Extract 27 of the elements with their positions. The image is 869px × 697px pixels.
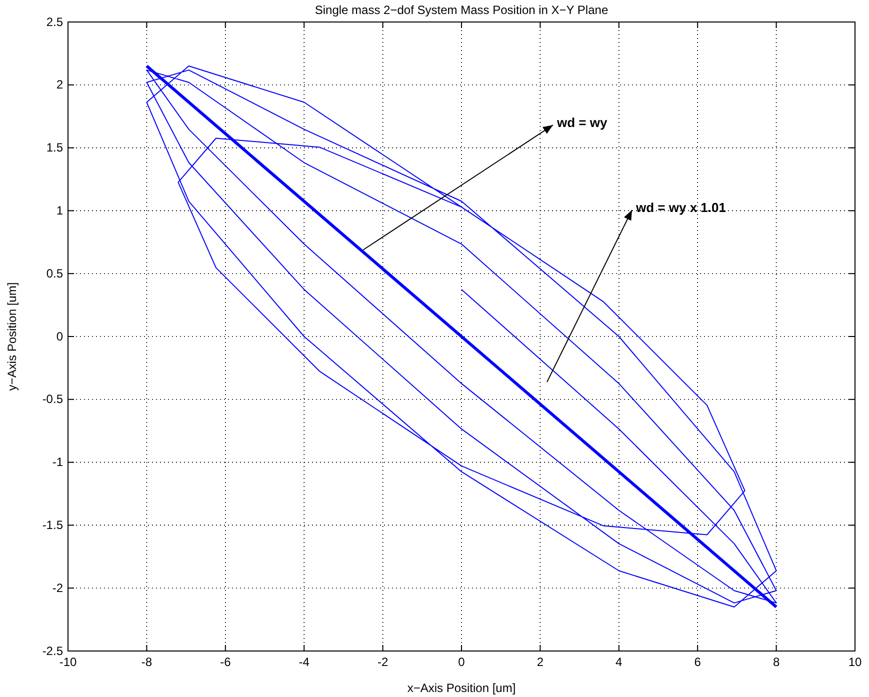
y-tick-label: -0.5: [42, 392, 64, 406]
x-tick-label: 6: [694, 655, 702, 669]
x-tick-label: 10: [848, 655, 862, 669]
y-tick-label: 1: [56, 204, 64, 218]
chart-title: Single mass 2−dof System Mass Position in X−Y Plane: [314, 3, 608, 17]
annotation: wd = wy: [556, 115, 608, 130]
y-tick-label: -1: [52, 455, 64, 470]
y-tick-label: 2: [56, 78, 64, 92]
x-tick-label: -6: [220, 655, 232, 669]
x-tick-label: 4: [616, 655, 623, 669]
x-tick-label: -10: [59, 655, 77, 669]
y-tick-label: 0.5: [46, 266, 64, 280]
y-tick-label: 1.5: [46, 140, 64, 155]
x-tick-label: -8: [141, 655, 152, 669]
x-tick-label: 8: [772, 655, 780, 669]
x-tick-label: 0: [458, 655, 466, 669]
y-tick-label: -1.5: [42, 518, 64, 532]
y-axis-title: y−Axis Position [um]: [5, 282, 19, 391]
y-tick-label: 2.5: [46, 14, 64, 29]
y-tick-label: -2: [52, 580, 64, 595]
x-tick-label: 2: [536, 655, 544, 669]
x-axis-title: x−Axis Position [um]: [407, 681, 516, 695]
y-tick-label: -2.5: [42, 644, 64, 658]
x-tick-label: -2: [377, 655, 388, 669]
x-tick-label: -4: [298, 655, 310, 669]
y-tick-label: 0: [56, 329, 64, 344]
annotation: wd = wy x 1.01: [635, 200, 726, 215]
